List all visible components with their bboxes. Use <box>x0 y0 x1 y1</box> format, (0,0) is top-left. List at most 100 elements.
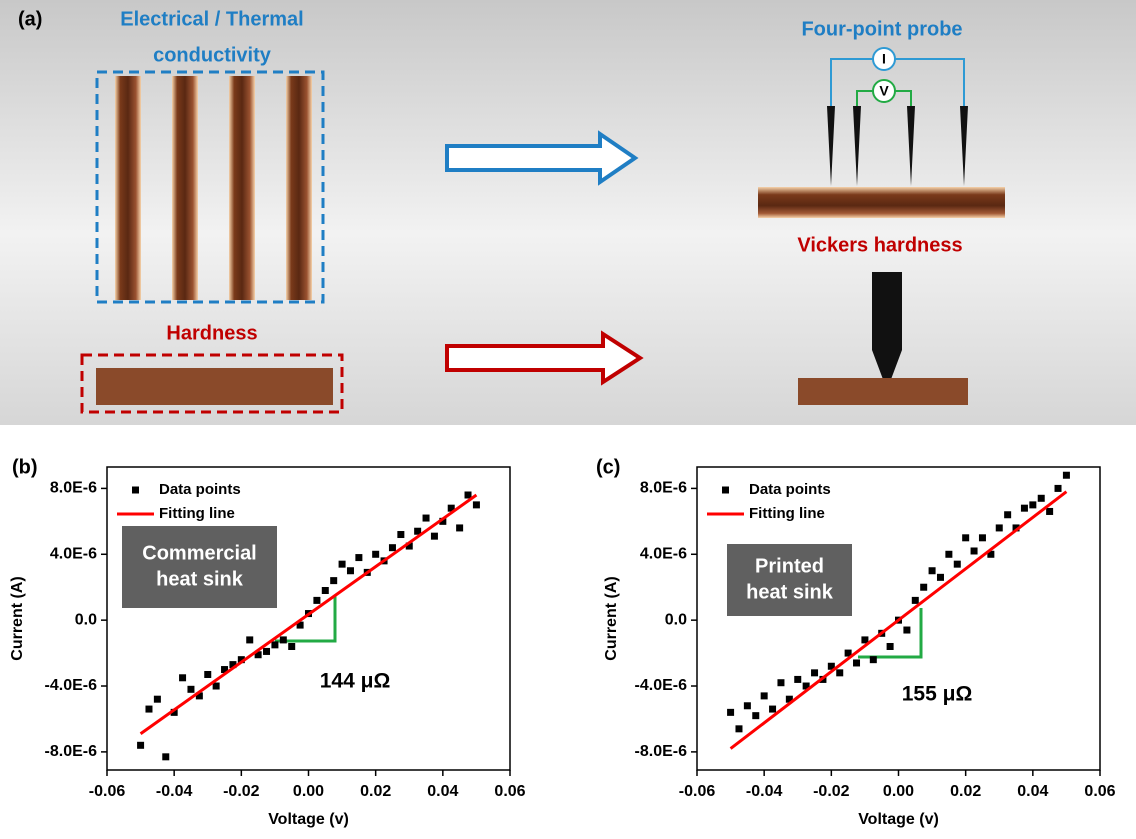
dashed-box <box>95 70 325 304</box>
data-point <box>221 666 229 674</box>
x-tick-label: 0.00 <box>293 783 324 800</box>
x-tick-label: -0.02 <box>223 783 260 800</box>
fit-line <box>139 493 478 735</box>
copper-rod <box>172 76 198 300</box>
y-axis-title: Current (A) <box>603 576 620 660</box>
meter <box>872 79 896 103</box>
data-point <box>836 669 844 677</box>
fit-line <box>729 490 1068 750</box>
x-tick-label: -0.06 <box>89 783 126 800</box>
data-point <box>162 753 170 761</box>
data-point <box>987 550 995 558</box>
x-tick-label: -0.06 <box>679 783 716 800</box>
probe-title: Four-point probe <box>801 18 962 40</box>
data-point <box>936 573 944 581</box>
data-point <box>263 647 271 655</box>
data-point <box>204 670 212 678</box>
legend-marker <box>132 486 139 494</box>
data-point <box>170 708 178 716</box>
data-point <box>903 626 911 634</box>
conductivity-label: conductivity <box>153 44 272 66</box>
data-point <box>743 702 751 710</box>
data-point <box>911 596 919 604</box>
panel-label: (b) <box>12 456 38 478</box>
data-point <box>355 554 363 562</box>
slope-triangle <box>275 596 337 643</box>
data-point <box>769 705 777 713</box>
data-point <box>962 534 970 542</box>
data-point <box>456 524 464 532</box>
data-point <box>296 621 304 629</box>
x-tick-label: 0.02 <box>360 783 391 800</box>
data-point <box>187 685 195 693</box>
data-point <box>760 692 768 700</box>
data-point <box>886 642 894 650</box>
y-tick-label: 0.0 <box>75 611 97 628</box>
data-point <box>212 682 220 690</box>
data-point <box>844 649 852 657</box>
data-point <box>405 542 413 550</box>
label-box-text: heat sink <box>156 568 244 590</box>
x-tick-label: -0.04 <box>746 783 783 800</box>
data-point <box>785 695 793 703</box>
data-point <box>346 567 354 575</box>
data-point <box>288 642 296 650</box>
data-point <box>1012 524 1020 532</box>
y-tick-label: -8.0E-6 <box>45 743 98 760</box>
y-tick-label: 8.0E-6 <box>50 480 97 497</box>
data-point <box>414 527 422 535</box>
label-box-text: heat sink <box>746 581 834 603</box>
label-box-text: Commercial <box>142 542 257 564</box>
y-tick-label: 4.0E-6 <box>50 545 97 562</box>
data-point <box>970 547 978 555</box>
resistance-annotation: 155 μΩ <box>902 683 973 706</box>
legend-label: Fitting line <box>749 505 825 522</box>
data-point <box>271 641 279 649</box>
meter <box>872 47 896 71</box>
legend-marker <box>722 486 729 494</box>
data-point <box>439 517 447 525</box>
data-point <box>195 692 203 700</box>
data-point <box>313 596 321 604</box>
y-tick-label: -4.0E-6 <box>635 677 688 694</box>
data-point <box>752 712 760 720</box>
data-point <box>321 587 329 595</box>
data-point <box>1046 507 1054 515</box>
data-point <box>827 662 835 670</box>
data-point <box>338 560 346 568</box>
conductivity-label: Electrical / Thermal <box>120 8 303 30</box>
data-point <box>1004 511 1012 519</box>
wire <box>830 58 965 110</box>
data-point <box>1020 504 1028 512</box>
data-point <box>472 501 480 509</box>
x-tick-label: 0.04 <box>427 783 458 800</box>
copper-plate <box>798 378 968 405</box>
label-box <box>727 544 852 616</box>
data-point <box>953 560 961 568</box>
data-point <box>330 577 338 585</box>
data-point <box>1054 484 1062 492</box>
data-point <box>1029 501 1037 509</box>
data-point <box>802 682 810 690</box>
x-tick-label: -0.02 <box>813 783 850 800</box>
copper-rod <box>115 76 141 300</box>
slope-triangle <box>858 608 923 659</box>
copper-plate <box>96 368 333 405</box>
data-point <box>430 532 438 540</box>
y-tick-label: 8.0E-6 <box>640 480 687 497</box>
data-point <box>1037 494 1045 502</box>
panel-label: (a) <box>18 8 42 30</box>
data-point <box>811 669 819 677</box>
label-box <box>122 526 277 608</box>
y-axis-title: Current (A) <box>9 576 26 660</box>
data-point <box>179 674 187 682</box>
x-tick-label: 0.04 <box>1017 783 1048 800</box>
data-point <box>229 661 237 669</box>
x-tick-label: 0.00 <box>883 783 914 800</box>
data-point <box>153 695 161 703</box>
data-point <box>945 550 953 558</box>
data-point <box>237 656 245 664</box>
x-tick-label: 0.02 <box>950 783 981 800</box>
